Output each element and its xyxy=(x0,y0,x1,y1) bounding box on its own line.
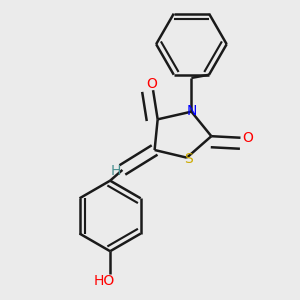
Text: O: O xyxy=(146,77,157,91)
Text: HO: HO xyxy=(93,274,115,288)
Text: O: O xyxy=(242,131,253,145)
Text: S: S xyxy=(184,152,193,166)
Text: H: H xyxy=(110,164,121,178)
Text: N: N xyxy=(187,104,197,118)
